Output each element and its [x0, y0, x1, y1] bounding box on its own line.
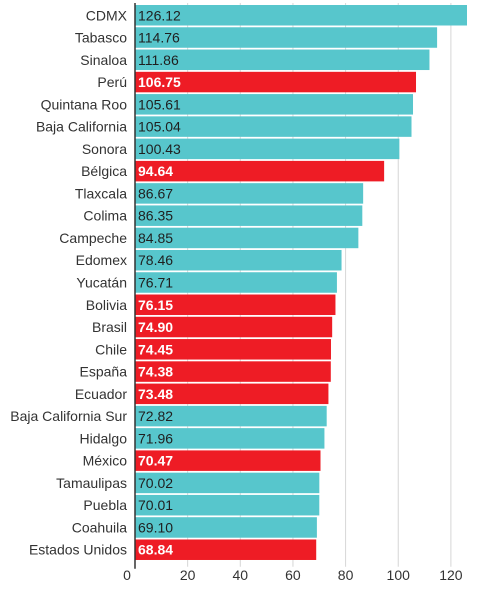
bar [135, 517, 317, 538]
value-label: 68.84 [138, 542, 173, 558]
category-label: Bélgica [81, 163, 127, 179]
x-tick-label: 80 [338, 567, 354, 583]
x-tick-label: 60 [285, 567, 301, 583]
bar [135, 27, 438, 48]
value-label: 84.85 [138, 230, 173, 246]
bar [135, 160, 385, 182]
bar [135, 94, 414, 115]
category-label: Tlaxcala [75, 185, 127, 201]
x-tick-label: 40 [233, 567, 249, 583]
category-label: Sonora [82, 141, 127, 157]
x-tick-label: 0 [123, 567, 131, 583]
category-label: Brasil [92, 319, 127, 335]
bar [135, 183, 364, 204]
category-label: Estados Unidos [29, 542, 127, 558]
category-label: Hidalgo [80, 430, 128, 446]
value-label: 126.12 [138, 7, 181, 23]
value-label: 76.71 [138, 274, 173, 290]
value-label: 69.10 [138, 519, 173, 535]
bar [135, 272, 337, 293]
value-label: 111.86 [138, 52, 179, 68]
category-label: Colima [83, 208, 127, 224]
bar [135, 5, 467, 26]
category-label: Bolivia [86, 297, 127, 313]
category-label: México [83, 453, 128, 469]
value-label: 72.82 [138, 408, 173, 424]
category-label: Coahuila [72, 519, 127, 535]
category-label: España [80, 364, 128, 380]
value-label: 86.67 [138, 185, 173, 201]
bar [135, 450, 321, 471]
value-label: 114.76 [138, 30, 180, 46]
bar [135, 71, 417, 93]
value-label: 76.15 [138, 297, 173, 313]
value-label: 71.96 [138, 430, 173, 446]
value-label: 100.43 [138, 141, 181, 157]
value-label: 70.01 [138, 497, 173, 513]
category-label: Tamaulipas [56, 475, 127, 491]
category-label: Sinaloa [80, 52, 127, 68]
bar [135, 472, 320, 494]
bar [135, 116, 412, 137]
value-label: 78.46 [138, 252, 173, 268]
category-label: Baja California Sur [10, 408, 127, 424]
value-label: 106.75 [138, 74, 181, 90]
bar [135, 428, 325, 449]
bar [135, 294, 336, 316]
bar [135, 138, 400, 160]
bar [135, 405, 327, 427]
value-label: 105.04 [138, 119, 181, 135]
bar [135, 339, 331, 360]
category-label: Quintana Roo [41, 96, 128, 112]
category-label: Perú [97, 74, 127, 90]
category-label: Edomex [76, 252, 127, 268]
category-label: Baja California [36, 119, 127, 135]
value-label: 105.61 [138, 96, 181, 112]
bar [135, 316, 333, 338]
value-label: 74.45 [138, 341, 173, 357]
bar [135, 205, 363, 226]
x-tick-label: 20 [180, 567, 196, 583]
value-label: 74.90 [138, 319, 173, 335]
bar [135, 494, 320, 516]
value-label: 86.35 [138, 208, 173, 224]
value-label: 70.47 [138, 453, 173, 469]
value-label: 70.02 [138, 475, 173, 491]
category-label: Puebla [83, 497, 127, 513]
category-label: Tabasco [75, 30, 127, 46]
category-label: Campeche [59, 230, 127, 246]
category-label: CDMX [86, 7, 128, 23]
value-label: 74.38 [138, 364, 173, 380]
bar [135, 49, 430, 71]
value-label: 94.64 [138, 163, 173, 179]
bar [135, 361, 331, 382]
bar [135, 539, 317, 560]
category-label: Ecuador [75, 386, 127, 402]
bar [135, 249, 342, 271]
x-tick-label: 120 [439, 567, 463, 583]
x-tick-label: 100 [387, 567, 411, 583]
category-label: Chile [95, 341, 127, 357]
bar [135, 227, 359, 249]
bar [135, 383, 329, 405]
category-label: Yucatán [76, 274, 127, 290]
value-label: 73.48 [138, 386, 173, 402]
